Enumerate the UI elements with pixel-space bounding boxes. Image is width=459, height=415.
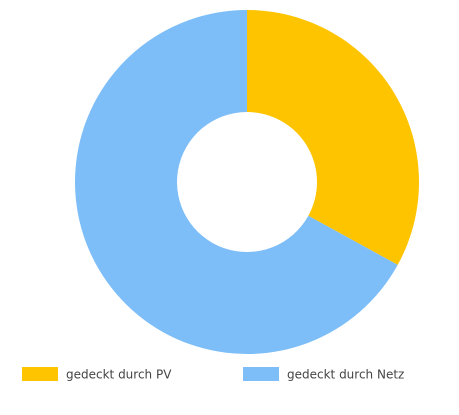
legend-swatch (243, 367, 279, 381)
legend-label: gedeckt durch PV (66, 368, 172, 382)
donut-segment (247, 10, 420, 265)
donut-segment (75, 10, 398, 354)
legend-label: gedeckt durch Netz (287, 368, 404, 382)
legend-swatch (22, 367, 58, 381)
